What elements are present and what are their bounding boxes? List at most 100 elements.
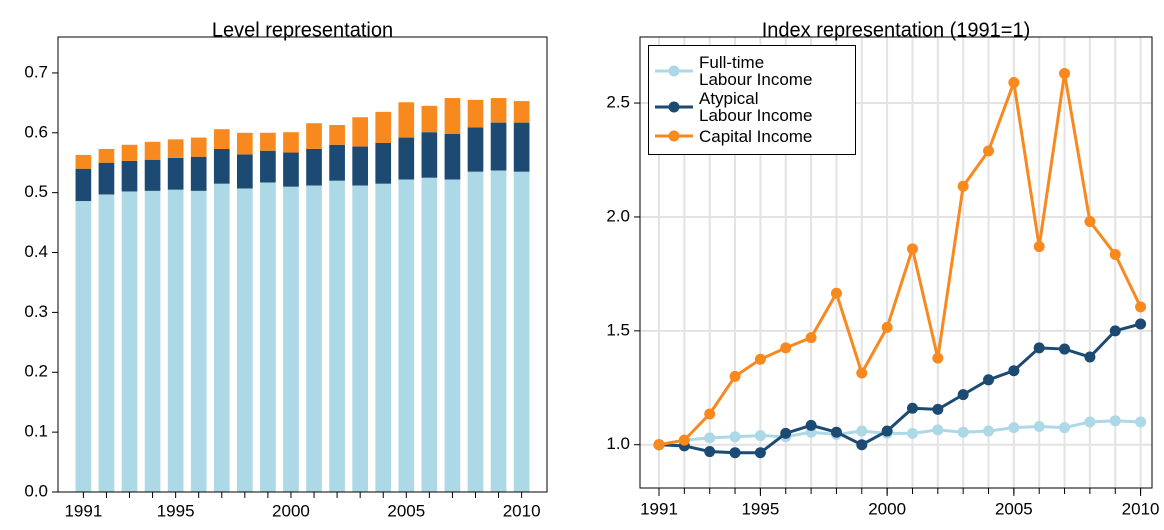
bar-segment <box>513 101 530 123</box>
bar-segment <box>167 157 184 190</box>
point <box>983 374 995 386</box>
legend-swatch <box>655 65 693 77</box>
y-tick-label: 0.4 <box>24 242 48 261</box>
bar-segment <box>398 102 415 138</box>
bar-segment <box>236 132 253 155</box>
bar-segment <box>490 122 507 171</box>
point <box>856 425 868 437</box>
bar-segment <box>283 132 299 153</box>
bar-segment <box>144 190 161 492</box>
point <box>704 408 716 420</box>
bar-segment <box>375 111 392 143</box>
point <box>1135 301 1147 313</box>
bar-segment <box>144 159 161 191</box>
y-tick-label: 0.5 <box>24 182 48 201</box>
legend-marker <box>668 101 680 113</box>
bar-segment <box>467 99 484 128</box>
bar-segment <box>190 156 207 191</box>
legend: Full-time Labour Income Atypical Labour I… <box>648 45 856 155</box>
bar-segment <box>375 183 392 493</box>
point <box>957 389 969 401</box>
y-tick-label: 0.0 <box>24 481 48 500</box>
legend-label: Atypical Labour Income <box>699 89 813 125</box>
legend-entry: Capital Income <box>649 126 855 146</box>
bar-segment <box>236 154 253 189</box>
bar-segment <box>98 162 115 195</box>
x-tick-label: 2005 <box>387 501 425 520</box>
point <box>983 425 995 437</box>
x-tick-label: 1991 <box>64 501 102 520</box>
point <box>1059 343 1071 355</box>
point <box>983 145 995 157</box>
bar-segment <box>75 201 92 492</box>
bar-segment <box>490 170 507 492</box>
point <box>830 426 842 438</box>
bar-segment <box>121 144 138 161</box>
chart-title: Index representation (1991=1) <box>762 19 1031 41</box>
point <box>754 447 766 459</box>
legend-swatch <box>655 101 693 113</box>
point <box>1033 342 1045 354</box>
bar-segment <box>260 150 276 183</box>
bar-segment <box>260 182 276 492</box>
bar-segment <box>329 125 345 145</box>
bar-segment <box>329 144 345 181</box>
x-tick-label: 1991 <box>640 499 678 518</box>
bar-segment <box>306 185 322 492</box>
y-tick-label: 0.2 <box>24 362 48 381</box>
bar-segment <box>283 152 299 187</box>
y-tick-label: 1.0 <box>606 434 630 453</box>
bar-segment <box>467 171 484 492</box>
bar-segment <box>421 132 438 178</box>
y-tick-label: 0.6 <box>24 122 48 141</box>
point <box>704 446 716 458</box>
point <box>830 287 842 299</box>
legend-marker <box>668 130 680 142</box>
y-tick-label: 2.5 <box>606 93 630 112</box>
bar-segment <box>352 117 369 147</box>
y-tick-label: 0.1 <box>24 422 48 441</box>
legend-label: Capital Income <box>699 126 813 146</box>
point <box>780 342 792 354</box>
bar-segment <box>398 179 415 492</box>
point <box>881 425 893 437</box>
y-tick-label: 2.0 <box>606 206 630 225</box>
bar-segment <box>490 98 507 123</box>
point <box>1008 77 1020 89</box>
legend-label: Full-time Labour Income <box>699 53 813 89</box>
x-tick-label: 2010 <box>1122 499 1160 518</box>
bar-segment <box>190 190 207 492</box>
plot-frame <box>639 36 1153 489</box>
bar-segment <box>375 142 392 184</box>
point <box>1033 421 1045 432</box>
bar-segment <box>236 188 253 492</box>
bar-segment <box>75 168 92 202</box>
point <box>906 427 918 439</box>
point <box>729 370 741 382</box>
bar-segment <box>144 141 161 160</box>
bar-segment <box>421 177 438 492</box>
x-tick-label: 2000 <box>868 499 906 518</box>
bar-segment <box>121 160 138 192</box>
bar-segment <box>190 137 207 157</box>
bar-segment <box>306 123 322 149</box>
point <box>754 430 766 442</box>
bar-segment <box>444 133 461 180</box>
bar-segment <box>513 171 530 492</box>
bar-segment <box>444 179 461 492</box>
bar-segment <box>98 148 115 163</box>
bar-segment <box>213 148 230 184</box>
point <box>1033 241 1045 253</box>
bar-segment <box>167 139 184 158</box>
point <box>1135 416 1147 428</box>
bar-segment <box>213 129 230 149</box>
x-tick-label: 2005 <box>995 499 1033 518</box>
bar-segment <box>398 137 415 180</box>
point <box>1084 216 1096 227</box>
point <box>1008 422 1020 434</box>
bar-segment <box>467 127 484 172</box>
point <box>805 332 817 344</box>
point <box>906 402 918 414</box>
y-tick-label: 1.5 <box>606 320 630 339</box>
